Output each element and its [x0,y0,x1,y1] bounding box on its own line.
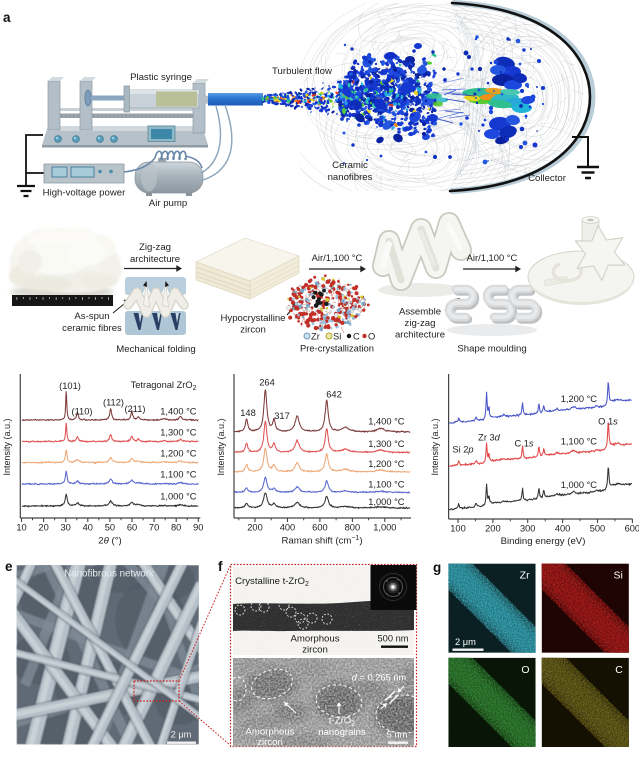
svg-text:zircon: zircon [302,645,328,656]
svg-text:642: 642 [326,390,342,400]
svg-text:architecture: architecture [130,254,180,265]
svg-text:1,300 °C: 1,300 °C [160,428,197,438]
svg-text:zircon: zircon [240,325,266,336]
svg-text:(101): (101) [59,381,81,391]
svg-text:g: g [433,560,441,575]
svg-text:Si: Si [333,331,341,342]
svg-text:300: 300 [520,524,536,534]
svg-text:500 nm: 500 nm [377,634,408,644]
svg-text:1,400 °C: 1,400 °C [160,407,197,417]
svg-text:f: f [218,559,223,574]
svg-text:Hypocrystalline: Hypocrystalline [220,313,285,324]
svg-text:Collector: Collector [528,173,567,184]
svg-text:(110): (110) [71,407,92,417]
svg-text:Amorphous: Amorphous [245,727,294,738]
svg-text:2θ (°): 2θ (°) [98,536,121,547]
svg-text:10: 10 [16,523,26,533]
svg-text:t-ZrO2: t-ZrO2 [329,716,355,728]
svg-text:2 μm: 2 μm [455,637,476,647]
svg-text:80: 80 [171,523,181,533]
svg-text:architecture: architecture [395,330,445,341]
svg-text:Ceramic: Ceramic [332,160,368,171]
svg-text:1,000 °C: 1,000 °C [368,497,405,507]
svg-text:High-voltage power: High-voltage power [43,188,126,199]
svg-text:Air/1,100 °C: Air/1,100 °C [312,252,363,263]
svg-text:d = 0.265 nm: d = 0.265 nm [352,673,407,683]
svg-text:zircon: zircon [257,737,283,748]
svg-text:70: 70 [149,523,159,533]
svg-text:ceramic fibres: ceramic fibres [62,323,122,334]
svg-text:Intensity (a.u.): Intensity (a.u.) [2,418,12,475]
svg-text:200: 200 [485,524,501,534]
svg-text:(211): (211) [124,404,145,414]
svg-text:2 μm: 2 μm [171,730,192,740]
svg-text:100: 100 [450,524,466,534]
svg-text:148: 148 [240,408,256,418]
svg-text:90: 90 [193,523,203,533]
svg-text:317: 317 [274,411,290,421]
svg-text:500: 500 [590,524,606,534]
svg-text:Si: Si [614,570,623,582]
svg-text:20: 20 [38,523,48,533]
svg-text:1,300 °C: 1,300 °C [368,439,405,449]
svg-text:O: O [368,331,375,342]
svg-text:Intensity (a.u.): Intensity (a.u.) [430,418,440,475]
svg-text:1,200 °C: 1,200 °C [368,459,405,469]
svg-text:Zig-zag: Zig-zag [139,242,171,253]
svg-text:50: 50 [105,523,115,533]
svg-text:1,000 °C: 1,000 °C [160,492,197,502]
svg-text:Shape moulding: Shape moulding [457,344,526,355]
svg-text:60: 60 [127,523,137,533]
svg-text:1,100 °C: 1,100 °C [561,437,598,447]
svg-text:600: 600 [312,523,328,533]
svg-text:Turbulent flow: Turbulent flow [272,66,332,77]
svg-text:zig-zag: zig-zag [405,318,436,329]
svg-text:Zr 3d: Zr 3d [478,433,501,443]
svg-text:1,000: 1,000 [373,523,396,533]
svg-text:Mechanical folding: Mechanical folding [116,344,195,355]
svg-text:C: C [615,664,623,676]
svg-text:O: O [521,664,529,676]
svg-text:30: 30 [61,523,71,533]
svg-text:Air/1,100 °C: Air/1,100 °C [467,252,518,263]
svg-text:1,000 °C: 1,000 °C [561,480,598,490]
svg-text:1,200 °C: 1,200 °C [160,449,197,459]
svg-text:264: 264 [259,378,275,388]
svg-text:Raman shift (cm−1): Raman shift (cm−1) [281,535,362,547]
svg-text:800: 800 [345,523,361,533]
svg-text:As-spun: As-spun [74,311,109,322]
svg-text:600: 600 [625,524,639,534]
svg-text:Pre-crystallization: Pre-crystallization [300,343,374,354]
svg-text:Air pump: Air pump [149,198,187,209]
svg-text:Intensity (a.u.): Intensity (a.u.) [216,418,226,475]
svg-text:200: 200 [247,523,263,533]
svg-text:400: 400 [280,523,296,533]
svg-text:Si 2p: Si 2p [452,445,473,455]
svg-text:1,400 °C: 1,400 °C [368,417,405,427]
svg-text:40: 40 [83,523,93,533]
svg-text:Assemble: Assemble [399,307,441,318]
svg-text:Amorphous: Amorphous [290,634,339,645]
svg-text:Nanofibrous network: Nanofibrous network [64,569,154,580]
svg-text:5 nm: 5 nm [387,730,408,740]
svg-text:Plastic syringe: Plastic syringe [130,72,192,83]
svg-text:Zr: Zr [311,331,320,342]
svg-text:Binding energy (eV): Binding energy (eV) [501,536,586,547]
svg-text:nanograins: nanograins [318,727,366,738]
svg-text:(112): (112) [103,398,124,408]
svg-text:e: e [5,559,13,574]
svg-text:Tetragonal ZrO2: Tetragonal ZrO2 [131,380,197,392]
svg-text:Crystalline t-ZrO2: Crystalline t-ZrO2 [235,576,309,588]
svg-text:C: C [353,331,360,342]
svg-text:nanofibres: nanofibres [328,172,373,183]
svg-text:C 1s: C 1s [514,439,533,449]
svg-text:O 1s: O 1s [598,417,618,427]
svg-text:1,200 °C: 1,200 °C [561,394,598,404]
svg-text:1,100 °C: 1,100 °C [368,480,405,490]
svg-text:400: 400 [555,524,571,534]
svg-text:1,100 °C: 1,100 °C [160,470,197,480]
svg-text:Zr: Zr [520,570,530,582]
svg-text:a: a [3,10,11,25]
